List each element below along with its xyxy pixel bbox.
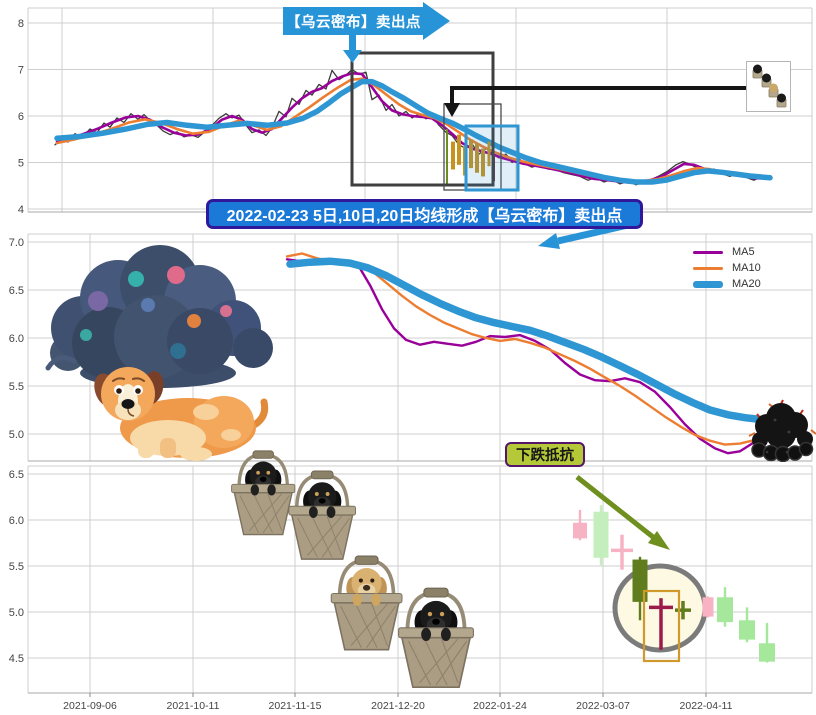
thumbnail-connector-arrowhead-icon [444, 103, 460, 117]
ma5-swatch [693, 250, 723, 254]
dark-cloud-lightning-illustration [748, 399, 816, 462]
svg-text:6.5: 6.5 [9, 285, 24, 297]
svg-text:4.5: 4.5 [9, 653, 24, 665]
svg-text:2022-03-07: 2022-03-07 [576, 700, 630, 712]
ma5-label: MA5 [732, 246, 755, 258]
svg-text:6.5: 6.5 [9, 469, 24, 481]
banner-pointer-arrowhead-icon [538, 233, 560, 249]
svg-text:7: 7 [18, 65, 24, 77]
svg-text:4: 4 [18, 204, 24, 216]
ma10-swatch [693, 266, 723, 270]
date-banner-text: 2022-02-23 5日,10日,20日均线形成【乌云密布】卖出点 [226, 208, 623, 225]
ma10-label: MA10 [732, 262, 761, 274]
legend-item-ma20: MA20 [693, 276, 811, 292]
sell-callout-arrow-tip [423, 2, 450, 40]
legend-item-ma5: MA5 [693, 244, 811, 260]
svg-text:5.5: 5.5 [9, 381, 24, 393]
svg-text:2022-01-24: 2022-01-24 [473, 700, 527, 712]
legend-item-ma10: MA10 [693, 260, 811, 276]
date-annotation-banner: 2022-02-23 5日,10日,20日均线形成【乌云密布】卖出点 [206, 199, 643, 229]
svg-text:6: 6 [18, 111, 24, 123]
mini-dogs-thumbnail [746, 61, 791, 112]
svg-text:5.5: 5.5 [9, 561, 24, 573]
sell-callout-text: 【乌云密布】卖出点 [286, 14, 421, 31]
resistance-arrowhead-icon [648, 531, 670, 550]
svg-text:7.0: 7.0 [9, 237, 24, 249]
sell-callout-label: 【乌云密布】卖出点 [283, 7, 424, 35]
dog-nose [121, 399, 135, 409]
resistance-arrow-icon [575, 475, 655, 539]
svg-text:5.0: 5.0 [9, 429, 24, 441]
svg-text:5: 5 [18, 158, 24, 170]
thumbnail-connector-arrow [450, 86, 746, 106]
svg-text:2021-11-15: 2021-11-15 [269, 700, 322, 712]
mini-dogs-icon [752, 64, 787, 108]
svg-text:5.0: 5.0 [9, 607, 24, 619]
svg-text:2021-12-20: 2021-12-20 [371, 700, 425, 712]
sell-callout-down-arrow-icon [343, 33, 362, 63]
ma20-swatch [693, 280, 723, 288]
lying-dog-illustration [94, 367, 269, 461]
ma20-label: MA20 [732, 278, 761, 290]
svg-text:6.0: 6.0 [9, 515, 24, 527]
resistance-text: 下跌抵抗 [516, 448, 574, 464]
svg-text:8: 8 [18, 18, 24, 30]
svg-text:6.0: 6.0 [9, 333, 24, 345]
legend: MA5 MA10 MA20 [693, 244, 811, 292]
svg-text:2021-09-06: 2021-09-06 [63, 700, 117, 712]
resistance-label: 下跌抵抗 [505, 442, 585, 467]
svg-text:2021-10-11: 2021-10-11 [167, 700, 220, 712]
svg-text:2022-04-11: 2022-04-11 [680, 700, 733, 712]
